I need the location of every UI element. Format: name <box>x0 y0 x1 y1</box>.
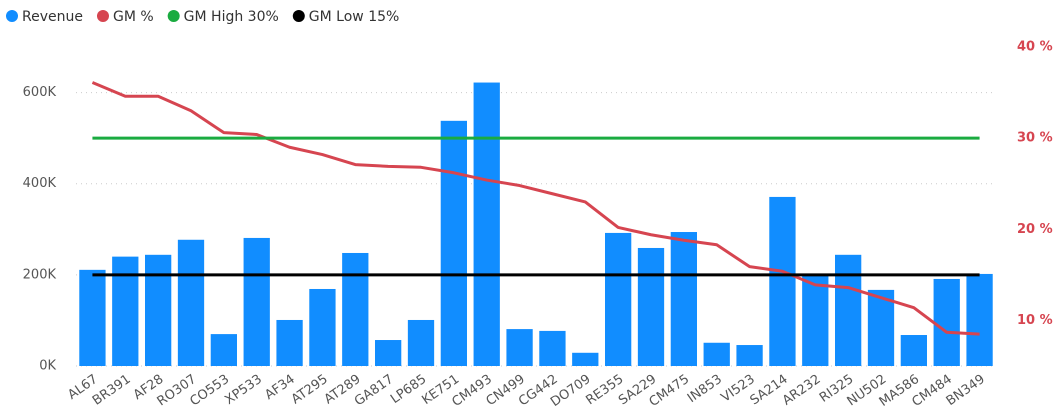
y-tick-label: 200K <box>23 267 57 282</box>
y-tick-label: 0K <box>39 359 56 374</box>
legend-label: GM Low 15% <box>309 9 400 25</box>
bar <box>342 252 369 366</box>
bar <box>145 254 172 366</box>
bar <box>539 330 566 366</box>
bar <box>276 319 303 366</box>
bar <box>835 254 862 366</box>
legend-label: GM High 30% <box>184 9 279 25</box>
y2-tick-label: 30 % <box>1017 131 1053 146</box>
bar <box>407 319 435 366</box>
legend-marker <box>96 10 109 22</box>
y2-tick-label: 20 % <box>1017 222 1053 237</box>
bar <box>79 269 106 366</box>
bar <box>900 335 927 366</box>
x-tick-label: XP533 <box>222 372 265 408</box>
bar <box>802 274 829 366</box>
bar <box>473 82 500 366</box>
bar <box>506 329 533 366</box>
x-tick-label: IN853 <box>685 372 725 406</box>
bar <box>670 232 697 366</box>
bar <box>605 232 632 366</box>
legend-marker <box>292 10 305 22</box>
bar <box>867 289 895 366</box>
legend-label: Revenue <box>22 9 83 25</box>
bar <box>703 342 730 366</box>
bar <box>769 196 796 366</box>
x-tick-label: AR232 <box>780 372 824 409</box>
y2-tick-label: 10 % <box>1017 313 1053 328</box>
bar <box>243 237 270 366</box>
bar <box>177 239 205 366</box>
bar <box>440 120 467 366</box>
bar <box>637 247 665 366</box>
y-tick-label: 600K <box>23 85 57 100</box>
line <box>91 81 980 336</box>
bar <box>210 334 237 366</box>
y2-tick-label: 40 % <box>1017 40 1053 55</box>
x-tick-label: BR391 <box>90 372 134 409</box>
x-tick-label: AT295 <box>289 372 331 408</box>
bar <box>736 345 763 366</box>
bar <box>112 256 139 366</box>
bar <box>309 288 336 366</box>
bar <box>966 273 993 366</box>
legend-label: GM % <box>113 9 154 25</box>
legend-marker <box>6 10 18 22</box>
legend-marker <box>167 10 180 22</box>
bar <box>933 278 960 366</box>
bar <box>572 352 599 366</box>
bar <box>375 340 402 366</box>
y-tick-label: 400K <box>23 176 57 191</box>
